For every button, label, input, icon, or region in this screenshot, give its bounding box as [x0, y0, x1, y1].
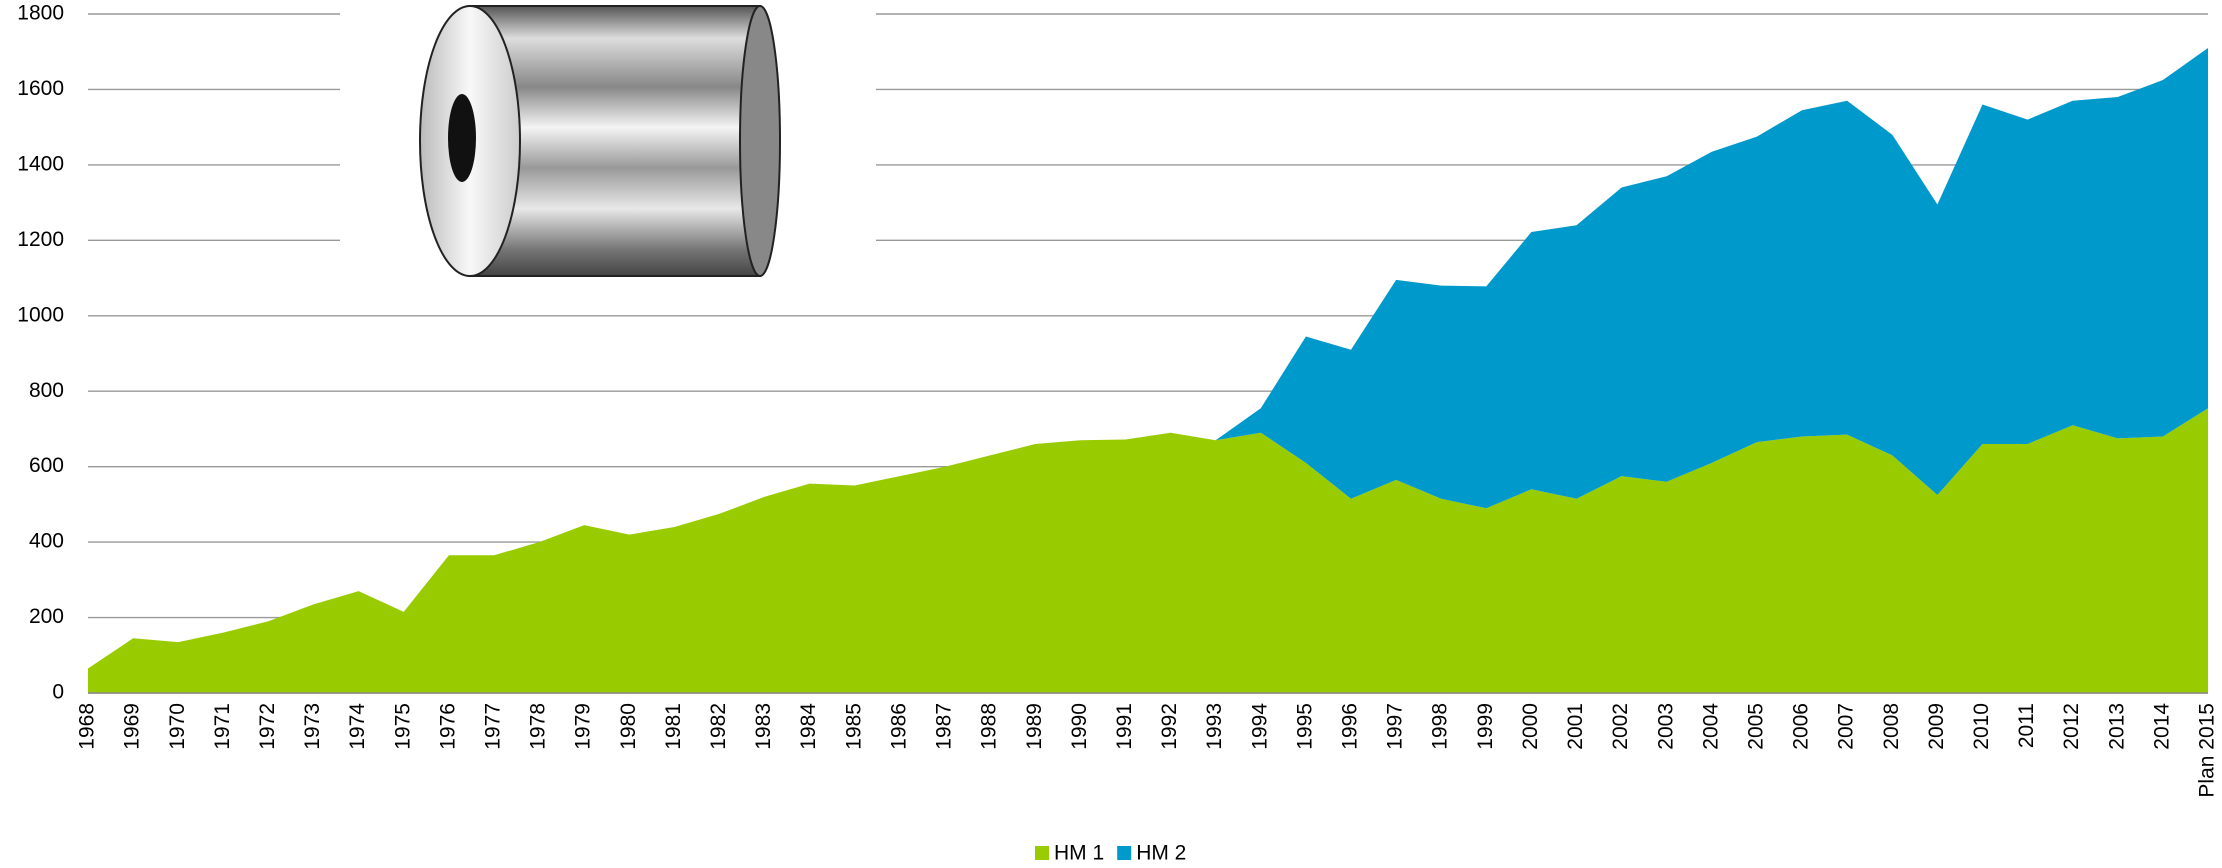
x-tick-label: 2009: [1925, 703, 1948, 750]
x-tick-label: 1986: [887, 703, 910, 750]
x-tick-label: 1972: [256, 703, 279, 750]
y-tick-label: 1000: [17, 303, 64, 326]
cylinder-end: [739, 5, 781, 277]
x-tick-label: 1968: [76, 703, 99, 750]
x-tick-label: 2010: [1970, 703, 1993, 750]
labels: 0 200 400 600 800 1000 1200 1400 1600 1800 1968 196…: [17, 2, 2218, 865]
x-tick-label: 1973: [301, 703, 324, 750]
legend-label: HM 2: [1136, 842, 1186, 865]
x-tick-label: 1978: [527, 703, 550, 750]
x-tick-label: 1977: [482, 703, 505, 750]
x-tick-label: 1994: [1248, 703, 1271, 750]
x-tick-label: 1971: [211, 703, 234, 750]
x-tick-label: 1989: [1023, 703, 1046, 750]
x-tick-label: 1992: [1158, 703, 1181, 750]
y-tick-label: 1200: [17, 228, 64, 251]
x-tick-label: 2006: [1790, 703, 1813, 750]
x-tick-label: 1975: [391, 703, 414, 750]
x-tick-label: 2001: [1564, 703, 1587, 750]
x-tick-label: 1991: [1113, 703, 1136, 750]
area: [88, 408, 2208, 693]
x-tick-label: 2005: [1744, 703, 1767, 750]
y-tick-label: 0: [52, 681, 64, 704]
x-tick-label: 1969: [121, 703, 144, 750]
x-tick-label: 1999: [1474, 703, 1497, 750]
x-tick-label: 2013: [2105, 703, 2128, 750]
x-tick-label: 1997: [1384, 703, 1407, 750]
x-tick-label: 1998: [1429, 703, 1452, 750]
y-tick-label: 200: [29, 605, 64, 628]
x-tick-label: 1983: [752, 703, 775, 750]
y-tick-label: 400: [29, 530, 64, 553]
x-tick-label: 1995: [1293, 703, 1316, 750]
x-tick-label: 1984: [797, 703, 820, 750]
x-tick-label: 1985: [842, 703, 865, 750]
x-tick-label: 2002: [1609, 703, 1632, 750]
y-tick-label: 800: [29, 379, 64, 402]
x-tick-label: 1974: [346, 703, 369, 750]
x-tick-label: 2011: [2015, 703, 2038, 748]
cylinder-hole: [448, 94, 476, 182]
x-tick-label: 1982: [707, 703, 730, 750]
y-tick-label: 1400: [17, 152, 64, 175]
x-tick-label: 1981: [662, 703, 685, 750]
x-tick-label: 1996: [1339, 703, 1362, 750]
x-tick-label: 1976: [436, 703, 459, 750]
cylinder-image: [340, 0, 876, 300]
x-tick-label: 1970: [166, 703, 189, 750]
y-tick-label: 600: [29, 454, 64, 477]
legend-swatch: [1117, 846, 1132, 860]
x-tick-label: 2012: [2060, 703, 2083, 750]
x-tick-label: 1990: [1068, 703, 1091, 750]
x-tick-label: 1979: [572, 703, 595, 750]
x-tick-label: 2007: [1835, 703, 1858, 750]
x-tick-label: 2004: [1699, 703, 1722, 750]
x-tick-label: 2000: [1519, 703, 1542, 750]
y-tick-label: 1600: [17, 77, 64, 100]
x-tick-label: 1987: [933, 703, 956, 750]
y-tick-label: 1800: [17, 2, 64, 25]
areas: [88, 48, 2208, 693]
x-tick-label: 2008: [1880, 703, 1903, 750]
x-tick-label: 2003: [1654, 703, 1677, 750]
legend-swatch: [1035, 846, 1049, 860]
x-tick-label: Plan 2015: [2196, 703, 2219, 798]
x-tick-label: 1988: [978, 703, 1001, 750]
x-tick-label: 2014: [2150, 703, 2173, 750]
x-tick-label: 1980: [617, 703, 640, 750]
x-tick-label: 1993: [1203, 703, 1226, 750]
area: [1215, 48, 2208, 509]
legend-label: HM 1: [1054, 842, 1104, 865]
